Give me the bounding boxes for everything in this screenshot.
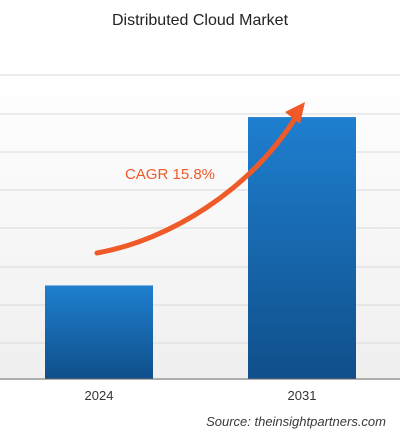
chart-title: Distributed Cloud Market	[111, 12, 289, 29]
x-tick-labels: 2024 2031	[85, 388, 317, 403]
source-label: Source: theinsightpartners.com	[206, 414, 386, 429]
cagr-arrowhead	[285, 102, 305, 124]
bars	[45, 117, 356, 379]
x-tick-label: 2024	[85, 388, 114, 403]
bar-2031	[248, 117, 356, 379]
bar-2024	[45, 285, 153, 379]
x-tick-label: 2031	[288, 388, 317, 403]
cagr-label: CAGR 15.8%	[125, 166, 215, 183]
cagr-arrow	[94, 114, 299, 256]
